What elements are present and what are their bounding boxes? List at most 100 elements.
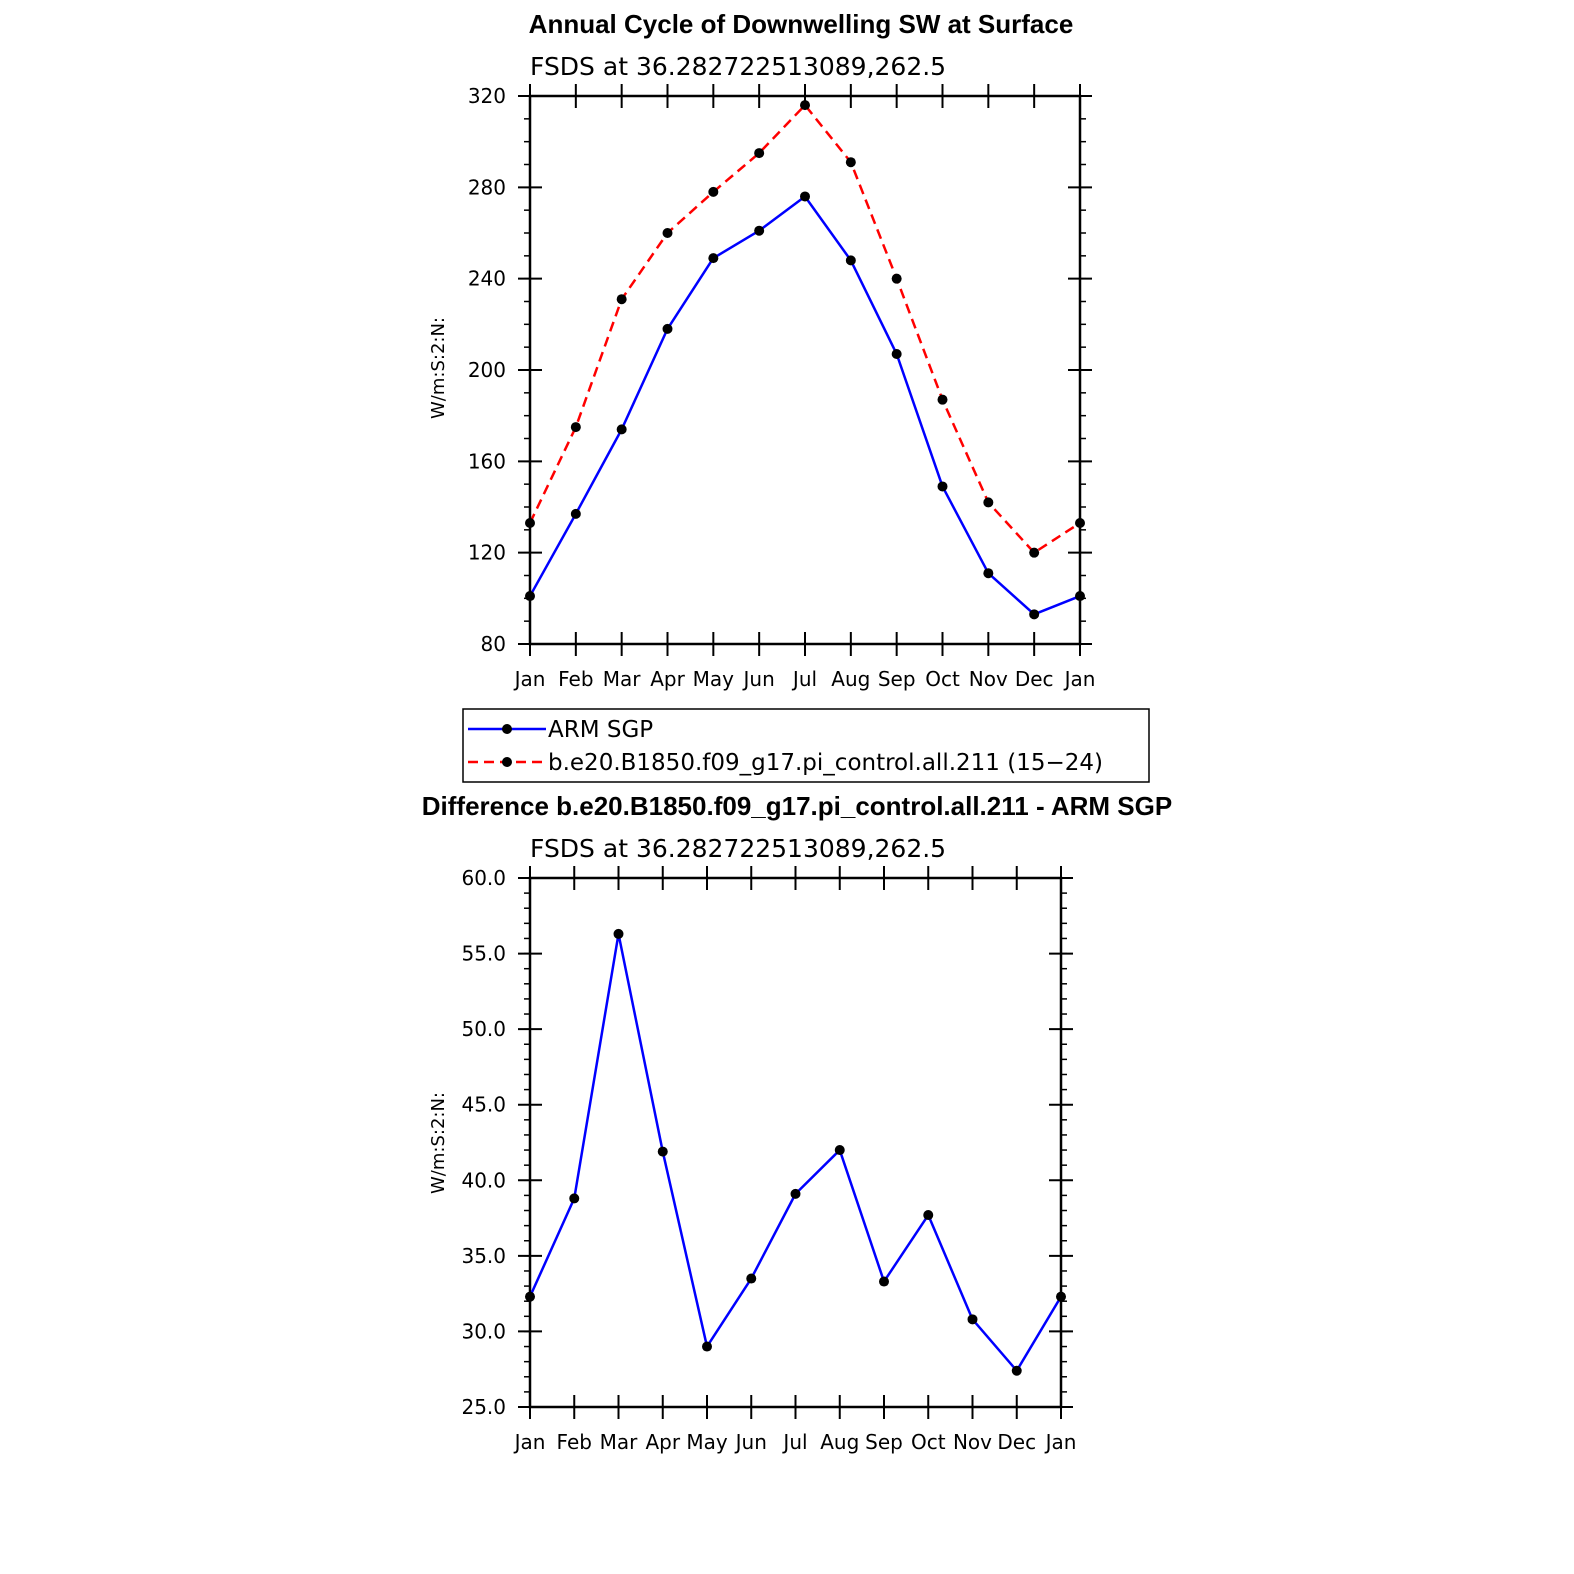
chart1-series-1-point (570, 422, 581, 433)
chart2-ytick-label: 30.0 (461, 1319, 506, 1343)
chart2-plot: Jan Feb Mar Apr May Jun Jul Aug Sep Oct Nov Dec Jan 2… (461, 866, 1076, 1454)
chart1-xtick-label: Nov (969, 667, 1008, 691)
chart1-series-1-point (800, 100, 810, 111)
chart2-ytick-label: 55.0 (461, 942, 506, 966)
chart2-xtick-label: Apr (645, 1430, 680, 1454)
chart2-series-0-point (613, 928, 624, 939)
chart1-xtick-label: Mar (603, 667, 642, 691)
chart1-ytick-label: 160 (468, 449, 506, 473)
chart2-ytick-label: 50.0 (461, 1017, 506, 1041)
chart2-series-0-point (746, 1273, 757, 1284)
chart1-series-1-point (662, 228, 673, 238)
chart1-series-0-line (528, 195, 1081, 616)
chart1-series-1-point (1029, 547, 1040, 558)
chart2-xtick-label: Nov (953, 1430, 992, 1454)
legend-label-arm-sgp: ARM SGP (548, 717, 653, 743)
chart1-series-1-point (708, 186, 719, 197)
chart1-series-0-point (525, 591, 535, 602)
chart2-title: Difference b.e20.B1850.f09_g17.pi_contro… (422, 791, 1172, 821)
legend-box (462, 708, 1150, 783)
chart1-xtick-label: Jan (513, 667, 546, 691)
legend-marker-arm-sgp (502, 724, 512, 734)
legend-label-model: b.e20.B1850.f09_g17.pi_control.all.211 (… (548, 750, 1103, 776)
chart1-title: Annual Cycle of Downwelling SW at Surfac… (529, 9, 1074, 39)
chart2-ytick-label: 25.0 (461, 1395, 506, 1419)
chart1-series-0-point (845, 255, 856, 266)
chart1-frame (528, 94, 1082, 646)
chart1-xtick-label: Aug (831, 667, 870, 691)
chart1-ylabel: W/m:S:2:N: (428, 317, 449, 419)
chart1-series-0-point (891, 349, 902, 360)
chart2-xtick-label: Jul (781, 1430, 807, 1454)
chart1-plot: Jan Feb Mar Apr May Jun Jul Aug Sep Oct Nov Dec Jan 8… (468, 84, 1096, 691)
chart1-series-1-line (528, 103, 1081, 554)
chart2-series-0-point (702, 1341, 712, 1352)
chart2-series-0-point (790, 1188, 801, 1199)
chart1-xtick-label: May (693, 667, 735, 691)
chart2-series-0-point (967, 1314, 978, 1325)
chart1-ytick-label: 280 (468, 175, 506, 199)
chart1-series-0-point (708, 253, 719, 264)
chart2-xtick-label: Jan (1044, 1430, 1077, 1454)
chart2-xtick-label: Dec (997, 1430, 1036, 1454)
chart1-series-1-point (754, 148, 765, 159)
chart2-xtick-label: Sep (865, 1430, 903, 1454)
chart1-series-0-point (754, 225, 765, 236)
chart2-series-0-point (879, 1276, 889, 1287)
chart2-series-0-point (657, 1146, 668, 1157)
legend-marker-model (502, 757, 512, 767)
chart1-series-1-point (525, 517, 535, 528)
chart1-series-1-point (937, 394, 948, 405)
chart2-frame (528, 876, 1063, 1409)
chart1-series-1-point (845, 157, 856, 168)
chart1-legend: ARM SGP b.e20.B1850.f09_g17.pi_control.a… (462, 708, 1150, 783)
chart2-series-0-point (1011, 1365, 1022, 1376)
chart1-ytick-label: 240 (468, 267, 506, 291)
chart1-xtick-label: Jun (742, 667, 775, 691)
chart1-series-0-point (616, 424, 627, 435)
chart2-series-0-point (834, 1145, 845, 1156)
chart2-series-0-point (1056, 1291, 1066, 1302)
chart1-ytick-label: 200 (468, 358, 506, 382)
chart2-xtick-label: Aug (820, 1430, 859, 1454)
chart2-series-0-line (528, 932, 1063, 1372)
chart1-ytick-label: 80 (481, 632, 506, 656)
chart1-series-1-point (616, 294, 627, 305)
chart1-subtitle: FSDS at 36.282722513089,262.5 (530, 52, 946, 81)
chart1-series-0-point (800, 191, 810, 202)
chart1-xtick-label: Sep (878, 667, 916, 691)
chart2-xtick-label: Jun (734, 1430, 767, 1454)
chart2-xtick-label: Mar (600, 1430, 639, 1454)
chart1-ytick-label: 120 (468, 541, 506, 565)
chart2-ytick-label: 35.0 (461, 1244, 506, 1268)
chart1-series-1-point (1075, 517, 1085, 528)
chart2-ytick-label: 40.0 (461, 1168, 506, 1192)
chart1-series-0-point (1075, 591, 1085, 602)
chart2-xtick-label: Oct (911, 1430, 946, 1454)
chart1-xtick-label: Feb (558, 667, 593, 691)
chart1-series-0-point (983, 568, 994, 579)
chart1-xtick-label: Jul (791, 667, 817, 691)
chart1-series-0-point (937, 481, 948, 492)
chart2-series-0-point (923, 1210, 934, 1221)
chart2-subtitle: FSDS at 36.282722513089,262.5 (530, 834, 946, 863)
chart2-ytick-label: 60.0 (461, 866, 506, 890)
chart1-xtick-label: Apr (650, 667, 685, 691)
chart1-ytick-label: 320 (468, 84, 506, 108)
chart2-ylabel: W/m:S:2:N: (428, 1092, 449, 1194)
chart2-xtick-label: Jan (513, 1430, 546, 1454)
chart2-xtick-label: May (686, 1430, 728, 1454)
chart1-series-0-point (570, 508, 581, 519)
chart2-series-0-point (569, 1193, 580, 1204)
chart1-series-1-point (891, 273, 902, 284)
chart1-series-1-point (983, 497, 994, 508)
chart1-xtick-label: Dec (1015, 667, 1054, 691)
chart1-series-0-point (662, 323, 673, 334)
chart1-xtick-label: Jan (1063, 667, 1096, 691)
chart1-xtick-label: Oct (925, 667, 960, 691)
chart2-ytick-label: 45.0 (461, 1093, 506, 1117)
chart2-series-0-point (525, 1291, 535, 1302)
chart2-xtick-label: Feb (557, 1430, 592, 1454)
chart1-series-0-point (1029, 609, 1040, 620)
